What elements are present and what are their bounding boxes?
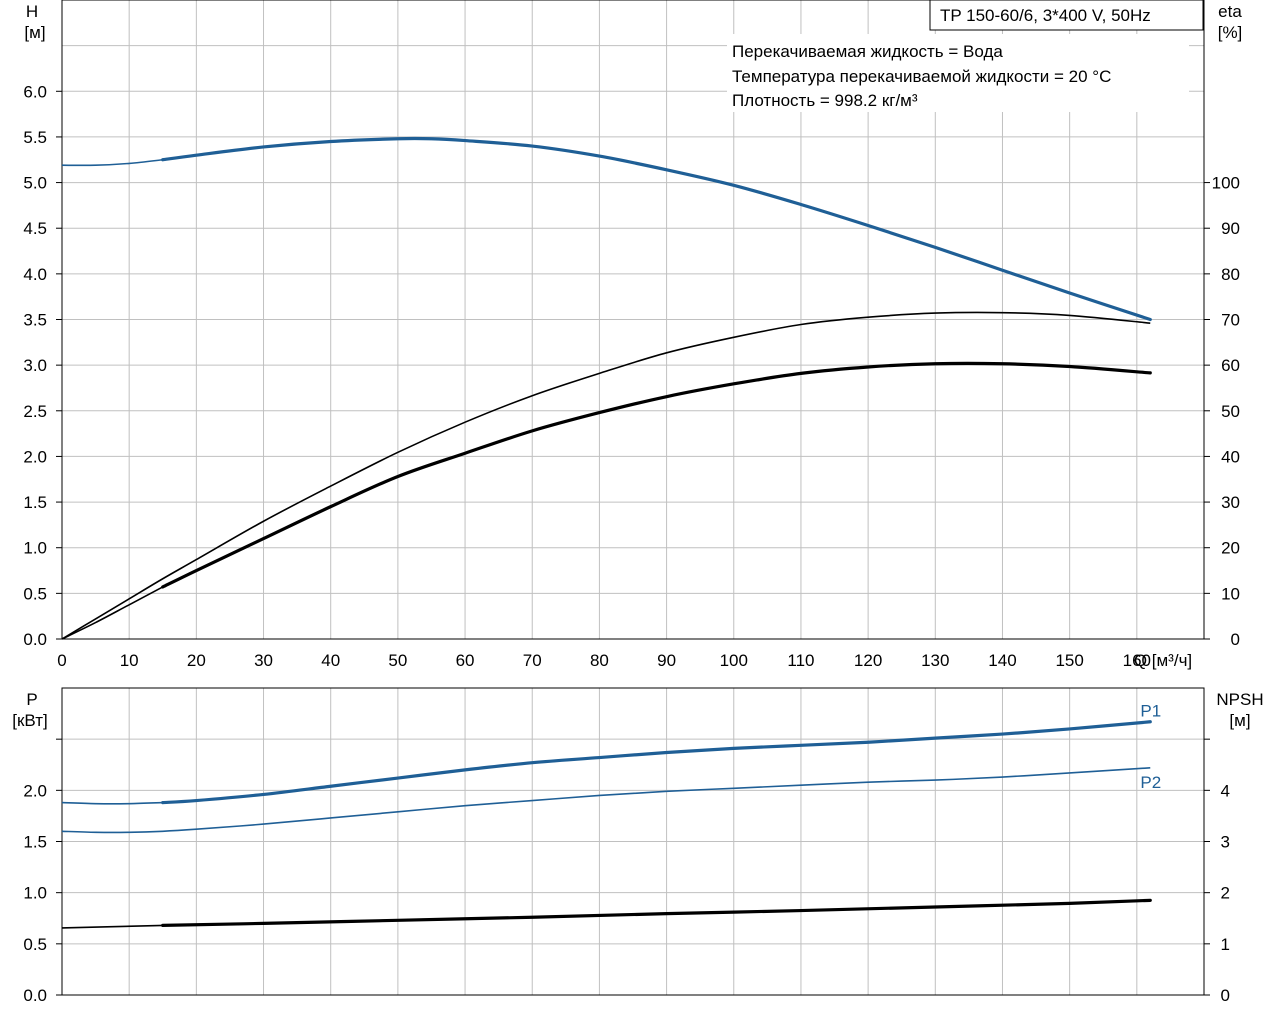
h-tick-label: 0.0: [23, 630, 47, 649]
x-tick-label: 30: [254, 651, 273, 670]
x-tick-label: 60: [456, 651, 475, 670]
npsh-tick-label: 4: [1221, 781, 1230, 800]
series-label-p2: P2: [1140, 773, 1161, 792]
bottom-panel-ticks: 0.0 0.5 1.0 1.5 2.0 0 1 2 3 4: [23, 738, 1230, 1005]
x-tick-label: 120: [854, 651, 882, 670]
eta-tick-label: 70: [1221, 311, 1240, 330]
npsh-curve-thin: [61, 924, 163, 929]
h-tick-label: 1.0: [23, 539, 47, 558]
info-line-density: Плотность = 998.2 кг/м³: [732, 91, 918, 110]
h-tick-label: 2.0: [23, 447, 47, 466]
npsh-tick-label: 2: [1221, 884, 1230, 903]
p-axis-label: P: [26, 690, 37, 709]
x-tick-label: 70: [523, 651, 542, 670]
eta-tick-label: 90: [1221, 219, 1240, 238]
q-axis-label: Q [м³/ч]: [1134, 651, 1192, 670]
info-line-fluid: Перекачиваемая жидкость = Вода: [732, 42, 1003, 61]
h-tick-label: 4.0: [23, 265, 47, 284]
h-tick-label: 0.5: [23, 584, 47, 603]
bottom-panel-grid: [61, 688, 1204, 996]
title-box: [929, 0, 1204, 31]
title-box-text: TP 150-60/6, 3*400 V, 50Hz: [940, 6, 1151, 25]
h-axis-label: H: [26, 2, 38, 21]
top-panel-series: [61, 136, 1152, 640]
p-tick-label: 1.5: [23, 833, 47, 852]
p-tick-label: 0.0: [23, 986, 47, 1005]
eta-tick-label: 100: [1212, 174, 1240, 193]
h-axis-unit: [м]: [24, 23, 45, 42]
eta-tick-label: 40: [1221, 447, 1240, 466]
x-tick-label: 50: [388, 651, 407, 670]
x-tick-label: 150: [1055, 651, 1083, 670]
x-tick-label: 130: [921, 651, 949, 670]
eta-tick-label: 50: [1221, 402, 1240, 421]
h-tick-label: 5.0: [23, 174, 47, 193]
npsh-tick-label: 0: [1221, 986, 1230, 1005]
x-tick-label: 140: [988, 651, 1016, 670]
eta-tick-label: 60: [1221, 356, 1240, 375]
h-tick-label: 6.0: [23, 82, 47, 101]
npsh-axis-label: NPSH: [1216, 690, 1263, 709]
x-tick-label: 100: [720, 651, 748, 670]
eta-curve: [161, 361, 1152, 589]
npsh-curve: [161, 898, 1152, 928]
bottom-panel-series: [61, 720, 1152, 929]
x-tick-label: 20: [187, 651, 206, 670]
npsh-tick-label: 3: [1221, 833, 1230, 852]
eta-tick-label: 80: [1221, 265, 1240, 284]
h-curve: [161, 136, 1152, 322]
p1-curve: [161, 720, 1152, 805]
top-panel-ticks: 0 10 20 30 40 50 60 70 80 90 100 110 120 130 140 150 160…: [23, 82, 1240, 670]
h-curve-thin: [61, 158, 163, 167]
h-tick-label: 2.5: [23, 402, 47, 421]
x-tick-label: 10: [120, 651, 139, 670]
h-tick-label: 4.5: [23, 219, 47, 238]
x-tick-label: 40: [321, 651, 340, 670]
eta-tick-label: 10: [1221, 584, 1240, 603]
h-tick-label: 1.5: [23, 493, 47, 512]
p1-curve-thin: [61, 801, 163, 805]
x-tick-label: 90: [657, 651, 676, 670]
npsh-tick-label: 1: [1221, 935, 1230, 954]
p2-curve-thin: [61, 767, 1151, 834]
npsh-axis-unit: [м]: [1229, 711, 1250, 730]
eta-total-curve-thin: [61, 311, 1151, 640]
h-tick-label: 3.0: [23, 356, 47, 375]
p-tick-label: 1.0: [23, 884, 47, 903]
eta-tick-label: 0: [1231, 630, 1240, 649]
x-tick-label: 160: [1123, 651, 1151, 670]
x-tick-label: 110: [787, 651, 814, 670]
h-tick-label: 3.5: [23, 311, 47, 330]
bottom-panel-series-labels: P1 P2: [1140, 702, 1161, 793]
x-tick-label: 80: [590, 651, 609, 670]
eta-axis-label: eta: [1218, 2, 1242, 21]
eta-axis-unit: [%]: [1218, 23, 1243, 42]
p-axis-unit: [кВт]: [12, 711, 47, 730]
x-tick-label: 0: [57, 651, 66, 670]
eta-tick-label: 30: [1221, 493, 1240, 512]
h-tick-label: 5.5: [23, 128, 47, 147]
eta-curve-thin: [61, 586, 164, 640]
series-label-p1: P1: [1140, 702, 1161, 721]
p-tick-label: 0.5: [23, 935, 47, 954]
info-line-temperature: Температура перекачиваемой жидкости = 20…: [732, 67, 1111, 86]
p-tick-label: 2.0: [23, 781, 47, 800]
info-box: [727, 34, 1189, 112]
eta-tick-label: 20: [1221, 539, 1240, 558]
